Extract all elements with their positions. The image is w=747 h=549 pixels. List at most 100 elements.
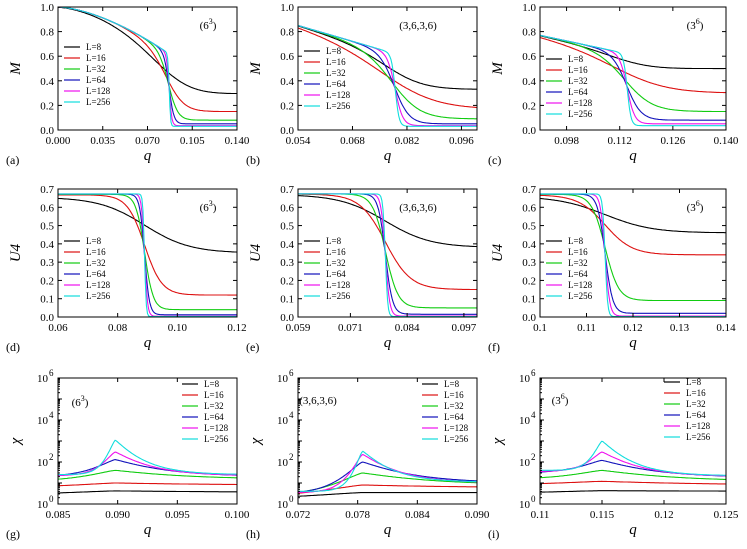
series-line-l256 xyxy=(540,440,726,476)
panel-label: (c) xyxy=(488,153,501,167)
x-tick-label: 0.035 xyxy=(90,135,115,147)
y-tick-label: 0.3 xyxy=(280,257,294,269)
legend-label: L=256 xyxy=(568,291,593,301)
y-axis-label: U4 xyxy=(490,243,506,262)
series-group xyxy=(58,439,237,494)
legend-label: L=16 xyxy=(568,65,588,75)
x-tick-label: 0.126 xyxy=(660,135,685,147)
legend-label: L=128 xyxy=(686,421,711,431)
legend-label: L=16 xyxy=(686,388,706,398)
y-tick-label: 10 xyxy=(519,499,531,511)
legend-label: L=8 xyxy=(326,46,342,56)
panel-c: 0.098 0.112 0.126 0.140 0.0 0.2 0.4 0.6 0.8 1.0 q M… xyxy=(488,2,739,167)
series-group xyxy=(298,193,477,317)
y-tick-exponent: 6 xyxy=(49,368,54,378)
series-line-l8 xyxy=(298,492,477,497)
series-line-l16 xyxy=(540,480,726,485)
lattice-base: (6 xyxy=(200,20,210,32)
x-tick-label: 0.13 xyxy=(670,322,690,334)
series-line-l16 xyxy=(540,37,726,94)
x-axis-label: q xyxy=(629,148,637,164)
lattice-exponent: 3 xyxy=(209,17,213,26)
legend-label: L=16 xyxy=(86,53,106,63)
panel-b: 0.054 0.068 0.082 0.096 0.0 0.2 0.4 0.6 0.8 1.0 q M… xyxy=(246,2,478,167)
legend-label: L=64 xyxy=(686,410,706,420)
y-tick-label: 10 xyxy=(37,457,49,469)
x-axis-label: q xyxy=(384,148,392,164)
lattice-annotation: (36) xyxy=(552,392,569,407)
legend-label: L=32 xyxy=(86,64,106,74)
y-tick-exponent: 4 xyxy=(289,410,294,420)
series-line-l32 xyxy=(298,472,477,493)
lattice-annotation: (63) xyxy=(200,199,217,214)
legend-label: L=32 xyxy=(444,401,464,411)
y-tick-label: 10 xyxy=(519,457,531,469)
plot-frame xyxy=(297,188,478,318)
x-tick-label: 0.11 xyxy=(531,509,550,521)
series-line-l8 xyxy=(58,197,237,253)
plot-frame xyxy=(297,6,478,131)
y-tick-label: 0.5 xyxy=(280,221,294,233)
series-line-l8 xyxy=(540,490,726,493)
legend-label: L=256 xyxy=(444,434,469,444)
legend-label: L=64 xyxy=(204,412,224,422)
x-tick-label: 0.000 xyxy=(46,135,71,147)
series-line-l8 xyxy=(540,197,726,234)
y-tick-label: 0.5 xyxy=(522,221,536,233)
legend-label: L=32 xyxy=(686,399,706,409)
series-line-l8 xyxy=(298,195,477,248)
x-tick-label: 0.12 xyxy=(623,322,642,334)
y-tick-label: 0.6 xyxy=(522,51,536,63)
y-tick-label: 0.4 xyxy=(40,76,54,88)
lattice-exponent: 3 xyxy=(81,394,85,403)
panel-label: (g) xyxy=(6,527,20,541)
legend-label: L=8 xyxy=(686,377,702,387)
series-line-l32 xyxy=(540,34,726,113)
panel-f: 0.1 0.11 0.12 0.13 0.140.00.10.20.30.40.50.6… xyxy=(488,184,736,354)
y-tick-label: 0.6 xyxy=(280,202,294,214)
y-tick-exponent: 0 xyxy=(289,494,294,504)
legend-label: L=128 xyxy=(326,280,351,290)
y-tick-exponent: 4 xyxy=(49,410,54,420)
y-tick-label: 0.0 xyxy=(522,125,536,137)
series-line-l16 xyxy=(58,194,237,296)
y-tick-label: 0.5 xyxy=(40,221,54,233)
y-tick-label: 0.4 xyxy=(40,239,54,251)
y-axis-label: χ xyxy=(490,437,506,446)
lattice-close: ) xyxy=(213,202,217,214)
legend-label: L=16 xyxy=(204,390,224,400)
legend-label: L=256 xyxy=(686,432,711,442)
legend-label: L=256 xyxy=(326,101,351,111)
legend-label: L=16 xyxy=(86,247,106,257)
y-tick-label: 0.8 xyxy=(522,27,536,39)
x-tick-label: 0.090 xyxy=(465,509,490,521)
lattice-base: (3 xyxy=(687,20,697,32)
legend-label: L=256 xyxy=(86,97,111,107)
legend-label: L=64 xyxy=(444,412,464,422)
x-tick-label: 0.11 xyxy=(577,322,596,334)
y-tick-label: 0.8 xyxy=(40,27,54,39)
legend-label: L=128 xyxy=(86,280,111,290)
lattice-exponent: 6 xyxy=(561,392,565,401)
y-tick-label: 0.8 xyxy=(280,27,294,39)
series-line-l16 xyxy=(540,194,726,256)
legend-label: L=32 xyxy=(204,401,224,411)
y-tick-label: 10 xyxy=(519,415,531,427)
x-tick-label: 0.125 xyxy=(714,509,739,521)
y-axis-label: U4 xyxy=(248,243,264,262)
x-axis-label: q xyxy=(629,335,637,351)
lattice-exponent: 6 xyxy=(696,199,700,208)
y-axis-label: χ xyxy=(248,437,264,446)
x-axis-label: q xyxy=(144,148,152,164)
series-line-l128 xyxy=(540,451,726,477)
legend-label: L=256 xyxy=(326,291,351,301)
lattice-base: (3 xyxy=(687,202,697,214)
x-tick-label: 0.078 xyxy=(345,509,370,521)
series-group xyxy=(540,440,726,493)
